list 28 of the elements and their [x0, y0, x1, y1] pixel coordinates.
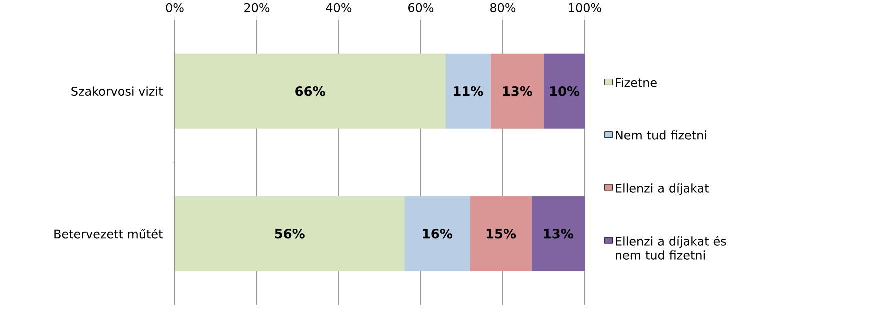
legend-label: Ellenzi a díjakat — [616, 183, 709, 196]
data-label: 56% — [275, 228, 305, 239]
bar — [446, 54, 491, 129]
bar — [532, 196, 586, 272]
bar — [404, 196, 470, 272]
x-tick-label: 20% — [244, 3, 270, 12]
legend-label: Fizetne — [616, 78, 657, 88]
data-label: 11% — [454, 86, 484, 96]
data-label: 13% — [503, 86, 532, 96]
legend-label: Ellenzi a díjakat és nem tud fizetni — [616, 236, 726, 260]
data-label: 15% — [486, 228, 516, 239]
data-label: 13% — [544, 228, 574, 239]
x-tick-label: 40% — [326, 3, 352, 12]
bar — [490, 54, 544, 129]
data-label: 66% — [296, 86, 326, 96]
x-tick-label: 100% — [569, 3, 602, 12]
y-tick-label: Betervezett műtét — [54, 228, 163, 239]
x-tick-label: 0% — [166, 3, 184, 12]
legend-label: Nem tud fizetni — [616, 130, 706, 140]
data-label: 10% — [550, 86, 580, 96]
y-tick-label: Szakorvosi vizit — [72, 86, 163, 96]
x-tick-label: 80% — [490, 3, 516, 12]
data-label: 16% — [423, 228, 452, 239]
bar — [175, 54, 446, 129]
bar — [544, 54, 586, 129]
bar — [175, 196, 405, 272]
x-tick-label: 60% — [408, 3, 434, 12]
bar — [470, 196, 532, 272]
